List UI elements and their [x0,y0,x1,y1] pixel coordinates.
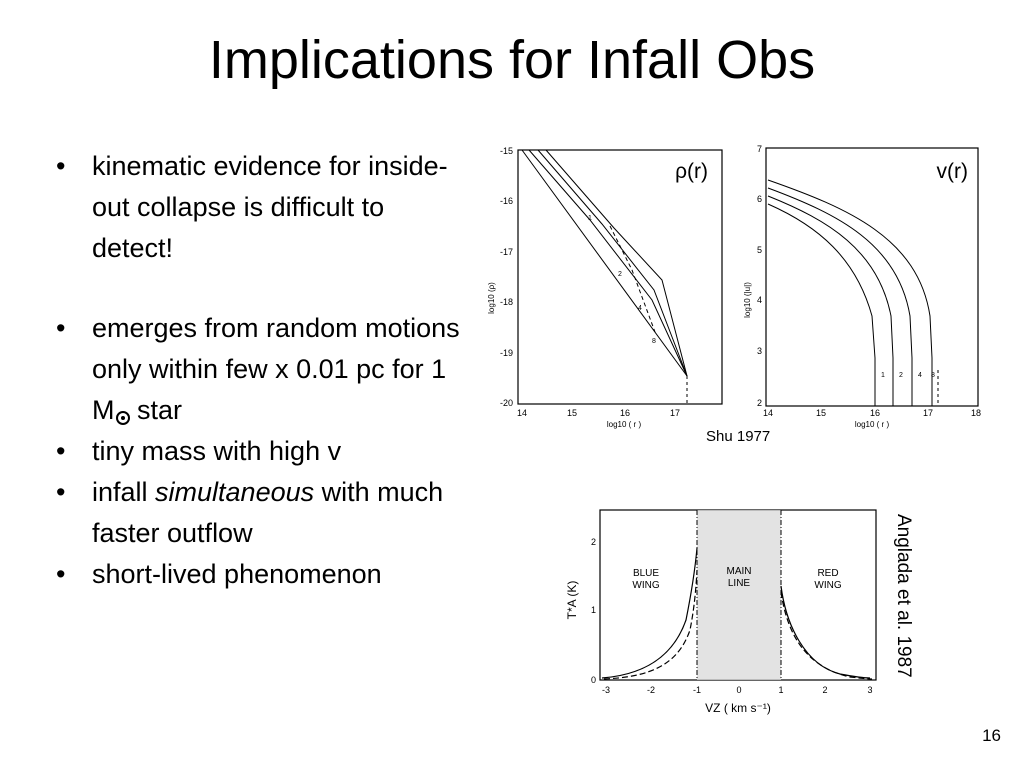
velocity-curve [767,195,894,406]
blue-wing-solid-curve [601,547,698,679]
curve-label: 1 [881,372,885,379]
density-curve [521,149,688,377]
x-tick-label: 14 [517,408,527,418]
bullet-text: emerges from random motions only within … [92,313,460,425]
blue-wing-dashed-curve [603,569,698,680]
density-dashed-curve [609,225,656,333]
density-curves [521,149,688,404]
x-tick-label: 16 [870,408,880,418]
y-axis-label: T*A (K) [565,581,579,620]
curve-label: 8 [652,338,656,345]
density-curve [545,149,688,377]
x-tick-label: 16 [620,408,630,418]
y-tick-label: 3 [757,346,762,356]
x-axis-label: VZ ( km s⁻¹) [705,701,771,715]
bullet-list: • kinematic evidence for inside-out coll… [52,146,472,595]
bullet-text: kinematic evidence for inside-out collap… [92,151,448,263]
bullet-item: • emerges from random motions only withi… [52,308,472,431]
bullet-item: • short-lived phenomenon [52,554,472,595]
figure-caption-vertical: Anglada et al. 1987 [893,514,914,678]
bullet-dot-icon: • [56,313,66,343]
y-tick-label: 0 [591,675,596,685]
x-tick-label: 14 [763,408,773,418]
red-wing-solid-curve [780,585,871,679]
page-number: 16 [982,726,1001,745]
sun-symbol-icon [115,411,130,425]
x-tick-label: 18 [971,408,981,418]
y-tick-label: 4 [757,295,762,305]
main-line-shaded-region [697,510,781,680]
bullet-text: short-lived phenomenon [92,559,382,589]
y-tick-label: 7 [757,144,762,154]
y-tick-label: 2 [591,537,596,547]
x-tick-label: 2 [822,685,827,695]
y-tick-label: 6 [757,194,762,204]
bullet-text: tiny mass with high v [92,436,342,466]
bullet-dot-icon: • [56,436,66,466]
figure-caption: Shu 1977 [706,428,771,445]
red-wing-dashed-curve [780,591,873,680]
curve-label: 8 [931,372,935,379]
panel-label: v(r) [937,160,968,183]
x-tick-label: 17 [923,408,933,418]
curve-label: 2 [899,372,903,379]
velocity-curve [767,203,876,406]
bullet-dot-icon: • [56,151,66,181]
slide-title: Implications for Infall Obs [208,30,816,90]
velocity-curves [767,179,939,406]
velocity-curve [767,179,933,406]
x-axis-label: log10 ( r ) [855,420,890,429]
density-curve [528,149,688,377]
bullet-text-suffix: with much faster outflow [92,477,444,548]
region-label: WING [632,580,659,591]
curve-label: 1 [588,215,592,222]
x-tick-label: 17 [670,408,680,418]
y-tick-label: 5 [757,245,762,255]
plot-frame [517,149,723,405]
x-axis-label: log10 ( r ) [607,420,642,429]
x-tick-label: 15 [816,408,826,418]
region-label: BLUE [633,568,659,579]
region-label: RED [817,568,838,579]
y-axis-label: log10 (ρ) [487,282,496,314]
y-tick-label: 1 [591,605,596,615]
velocity-profile-figure: 7 6 5 4 3 2 14 15 16 17 18 log10 ( r ) l… [743,144,981,429]
density-profile-figure: -15 -16 -17 -18 -19 -20 14 15 16 17 log1… [487,146,723,429]
x-tick-label: -3 [602,685,610,695]
density-curve [537,149,688,377]
bullet-item: • kinematic evidence for inside-out coll… [52,146,472,269]
y-tick-label: -19 [500,348,513,358]
y-tick-label: -15 [500,146,513,156]
region-label: LINE [728,578,751,589]
wing-profiles [601,547,873,680]
x-tick-label: 15 [567,408,577,418]
y-tick-label: -18 [500,297,513,307]
plot-frame [765,147,979,407]
bullet-text: infall [92,477,156,507]
bullet-dot-icon: • [56,559,66,589]
curve-label: 2 [618,271,622,278]
bullet-item: • infall simultaneous with much faster o… [52,472,472,554]
curve-label: 4 [638,305,642,312]
velocity-curve [767,187,913,406]
region-label: WING [814,580,841,591]
bullet-item: • tiny mass with high v [52,431,472,472]
y-tick-label: -17 [500,247,513,257]
y-tick-label: -20 [500,398,513,408]
bullet-text-suffix: star [129,395,183,425]
region-label: MAIN [727,566,752,577]
x-tick-label: -1 [693,685,701,695]
panel-label: ρ(r) [675,160,708,183]
curve-label: 4 [918,372,922,379]
line-profile-figure: 2 1 0 -3 -2 -1 0 1 2 3 VZ ( km s⁻¹) T*A … [565,509,877,715]
x-tick-label: 0 [736,685,741,695]
y-axis-label: log10 (|u|) [743,282,752,318]
bullet-text-italic: simultaneous [155,477,315,507]
y-tick-label: 2 [757,398,762,408]
bullet-dot-icon: • [56,477,66,507]
x-tick-label: 1 [778,685,783,695]
x-tick-label: -2 [647,685,655,695]
x-tick-label: 3 [867,685,872,695]
y-tick-label: -16 [500,196,513,206]
